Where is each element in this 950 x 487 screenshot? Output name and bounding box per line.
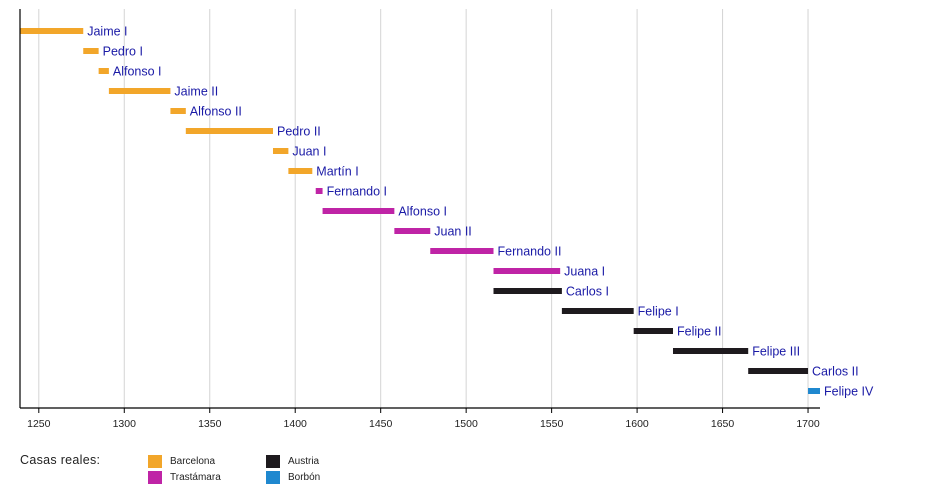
reign-label-juan-i-barcelona: Juan I [292,145,326,159]
legend-item-austria: Austria [266,455,319,468]
reign-bar-juan-ii-trastamara [394,228,431,234]
reign-bars [20,28,820,394]
reign-label-juan-ii-trastamara: Juan II [434,225,472,239]
reign-bar-fernando-i-trastamara [315,188,323,194]
reign-bar-carlos-i-austria [493,288,562,294]
reign-label-felipe-iii-austria: Felipe III [752,345,800,359]
reign-label-alfonso-ii-barcelona: Alfonso II [190,105,242,119]
reign-bar-alfonso-ii-barcelona [170,108,186,114]
reign-label-mart-n-i-barcelona: Martín I [316,165,358,179]
x-tick-label-1450: 1450 [369,418,393,430]
x-tick-label-1600: 1600 [625,418,649,430]
reign-label-alfonso-i-barcelona: Alfonso I [113,65,162,79]
legend-label-barcelona: Barcelona [170,456,216,467]
legend-item-borbon: Borbón [266,471,320,484]
reign-label-fernando-i-trastamara: Fernando I [327,185,387,199]
reign-bar-felipe-iv-borbon [808,388,820,394]
x-tick-label-1250: 1250 [27,418,51,430]
legend-swatch-trastamara [148,471,162,484]
x-tick-label-1400: 1400 [284,418,308,430]
legend-label-trastamara: Trastámara [170,472,221,483]
reign-label-jaime-ii-barcelona: Jaime II [174,85,218,99]
x-tick-label-1650: 1650 [711,418,735,430]
reign-label-jaime-i-barcelona: Jaime I [87,25,127,39]
x-tick-label-1500: 1500 [454,418,478,430]
legend-swatch-barcelona [148,455,162,468]
reign-bar-felipe-iii-austria [672,348,749,354]
reign-bar-alfonso-i-barcelona [98,68,109,74]
reign-bar-felipe-i-austria [561,308,634,314]
reign-label-felipe-i-austria: Felipe I [638,305,679,319]
legend-label-borbon: Borbón [288,472,321,483]
reign-bar-juana-i-trastamara [493,268,561,274]
x-axis-ticks: 1250 1300 1350 1400 1450 1500 1550 1600 1650 1700 [27,408,820,430]
reign-label-juana-i-trastamara: Juana I [564,265,605,279]
reign-bar-fernando-ii-trastamara [430,248,494,254]
reign-bar-carlos-ii-austria [748,368,809,374]
reign-label-carlos-ii-austria: Carlos II [812,365,859,379]
reign-label-alfonso-i-trastamara: Alfonso I [398,205,447,219]
reign-bar-juan-i-barcelona [272,148,289,154]
reign-label-pedro-ii-barcelona: Pedro II [277,125,321,139]
reign-label-felipe-ii-austria: Felipe II [677,325,721,339]
reign-bar-jaime-i-barcelona [20,28,84,34]
legend-title: Casas reales: [20,453,101,467]
reign-bar-pedro-ii-barcelona [185,128,273,134]
reign-label-felipe-iv-borbon: Felipe IV [824,385,874,399]
x-tick-label-1550: 1550 [540,418,564,430]
reign-label-carlos-i-austria: Carlos I [566,285,609,299]
legend-swatch-borbon [266,471,280,484]
reign-bar-jaime-ii-barcelona [108,88,171,94]
reign-labels: Jaime I Pedro I Alfonso I Jaime II Alfonso I… [87,25,874,399]
reign-label-pedro-i-barcelona: Pedro I [103,45,143,59]
reign-label-fernando-ii-trastamara: Fernando II [498,245,562,259]
legend-item-trastamara: Trastámara [148,471,221,484]
reign-bar-mart-n-i-barcelona [288,168,313,174]
legend-label-austria: Austria [288,456,320,467]
reign-bar-pedro-i-barcelona [83,48,99,54]
reign-bar-alfonso-i-trastamara [322,208,395,214]
legend-item-barcelona: Barcelona [148,455,215,468]
x-tick-label-1300: 1300 [113,418,137,430]
reign-bar-felipe-ii-austria [633,328,673,334]
x-tick-label-1700: 1700 [796,418,820,430]
x-tick-label-1350: 1350 [198,418,222,430]
legend-swatch-austria [266,455,280,468]
